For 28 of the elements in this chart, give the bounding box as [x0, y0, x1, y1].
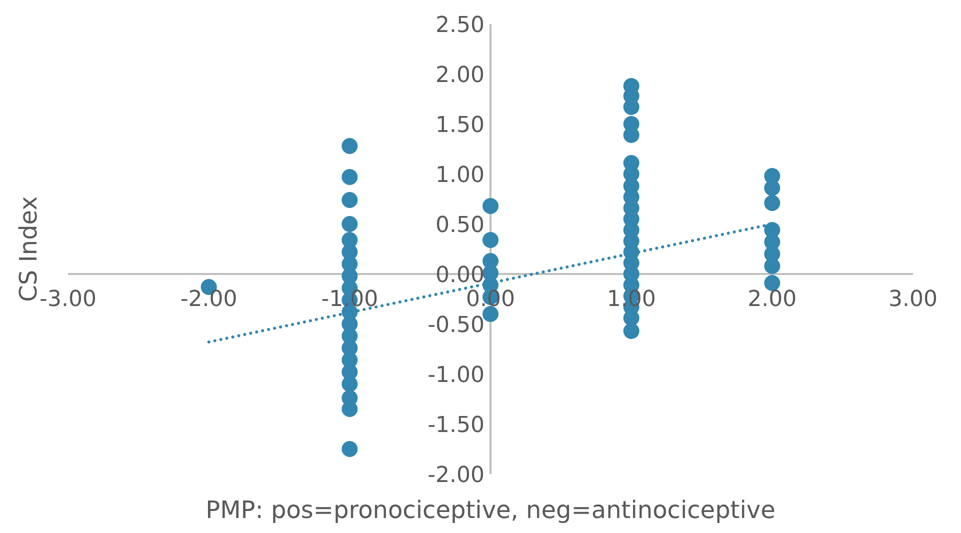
y-tick-label: -2.00: [428, 463, 484, 488]
point: [342, 441, 358, 457]
y-tick-label: -1.00: [428, 363, 484, 388]
y-tick-label: 1.00: [436, 163, 484, 188]
point: [764, 180, 780, 196]
point: [764, 195, 780, 211]
point: [482, 232, 498, 248]
y-tick-label: 1.50: [436, 113, 484, 138]
point: [342, 169, 358, 185]
x-tick-label: -2.00: [180, 287, 238, 312]
point: [764, 275, 780, 291]
point: [342, 376, 358, 392]
x-axis-title: PMP: pos=pronociceptive, neg=antinociceptive: [206, 496, 776, 524]
y-tick-label: 2.00: [436, 63, 484, 88]
y-tick-label: -1.50: [428, 413, 484, 438]
y-tick-label: -0.50: [428, 313, 484, 338]
x-tick-label: 2.00: [748, 287, 797, 312]
point: [342, 138, 358, 154]
y-tick-label: 0.00: [436, 263, 484, 288]
y-tick-label: 0.50: [436, 213, 484, 238]
x-tick-label: -3.00: [40, 287, 96, 312]
point: [623, 323, 640, 339]
y-tick-label: 2.50: [436, 13, 484, 38]
x-tick-label: 3.00: [888, 287, 938, 312]
point: [342, 192, 358, 208]
point: [482, 198, 498, 214]
point: [764, 258, 780, 274]
point: [342, 216, 358, 232]
